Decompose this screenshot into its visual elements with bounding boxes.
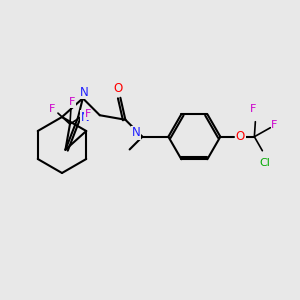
- Text: O: O: [114, 82, 123, 95]
- Text: N: N: [81, 111, 89, 124]
- Text: F: F: [49, 104, 55, 114]
- Text: F: F: [250, 104, 256, 114]
- Text: F: F: [69, 97, 75, 107]
- Text: N: N: [80, 86, 88, 99]
- Text: N: N: [132, 126, 141, 139]
- Text: F: F: [85, 109, 91, 119]
- Text: F: F: [271, 120, 278, 130]
- Text: Cl: Cl: [259, 158, 270, 168]
- Text: O: O: [236, 130, 245, 143]
